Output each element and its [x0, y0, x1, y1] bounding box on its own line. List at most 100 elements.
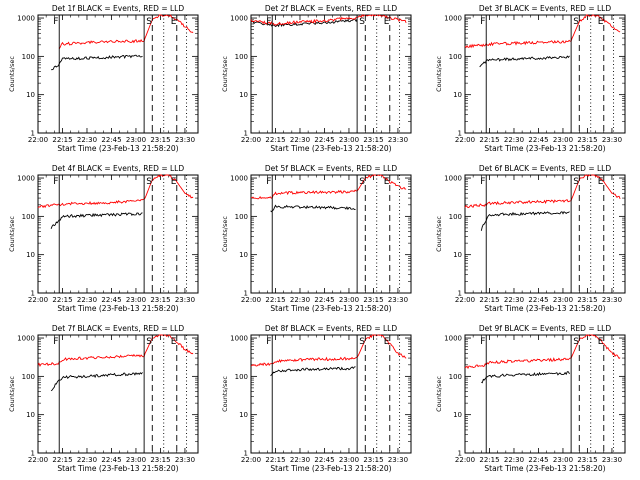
x-tick-label: 22:15: [265, 296, 285, 304]
time-marker-label: F: [480, 177, 485, 187]
x-tick-label: 22:30: [77, 456, 97, 464]
x-tick-label: 23:00: [339, 136, 359, 144]
time-marker-label: E: [384, 17, 390, 27]
x-tick-label: 23:15: [577, 296, 597, 304]
x-axis-label: Start Time (23-Feb-13 21:58:20): [270, 144, 391, 153]
series-line-lld: [464, 14, 621, 49]
y-tick-label: 100: [235, 213, 248, 221]
x-tick-label: 23:15: [363, 136, 383, 144]
y-axis-label: Counts/sec: [221, 376, 229, 412]
plot-frame: [250, 334, 412, 454]
x-tick-label: 23:00: [126, 136, 146, 144]
x-tick-label: 23:15: [577, 456, 597, 464]
series-line-events: [270, 366, 356, 377]
y-tick-label: 1000: [444, 175, 462, 183]
x-tick-label: 23:15: [150, 296, 170, 304]
x-tick-label: 23:00: [339, 456, 359, 464]
x-axis-label: Start Time (23-Feb-13 21:58:20): [57, 464, 178, 473]
time-marker-label: E: [598, 17, 604, 27]
series-line-events: [480, 211, 570, 231]
plot-frame: [464, 14, 626, 134]
chart-panel-3: Det 3f BLACK = Events, RED = LLD 1 10 100 10…: [435, 4, 626, 153]
time-marker-label: S: [573, 17, 579, 27]
x-tick-label: 22:15: [479, 456, 499, 464]
plot-frame: [37, 334, 199, 454]
plot-frame: [464, 334, 626, 454]
x-tick-label: 23:00: [553, 296, 573, 304]
x-tick-label: 22:00: [241, 296, 261, 304]
panel-title: Det 8f BLACK = Events, RED = LLD: [265, 324, 398, 333]
x-tick-label: 23:30: [602, 136, 622, 144]
x-tick-label: 23:00: [553, 136, 573, 144]
y-tick-label: 1: [244, 290, 248, 298]
time-marker-label: E: [598, 177, 604, 187]
x-tick-label: 22:45: [528, 456, 548, 464]
x-tick-label: 22:30: [504, 456, 524, 464]
series-line-events: [50, 371, 143, 392]
time-marker-label: E: [384, 337, 390, 347]
x-tick-label: 22:15: [479, 136, 499, 144]
panel-title: Det 4f BLACK = Events, RED = LLD: [52, 164, 185, 173]
x-tick-label: 23:30: [175, 296, 195, 304]
y-tick-label: 1: [458, 450, 462, 458]
x-tick-label: 22:00: [455, 296, 475, 304]
plot-frame: [250, 14, 412, 134]
y-tick-label: 100: [449, 213, 462, 221]
x-tick-label: 22:45: [101, 136, 121, 144]
x-tick-label: 22:00: [28, 456, 48, 464]
x-tick-label: 22:30: [290, 456, 310, 464]
plot-frame: [37, 14, 199, 134]
x-tick-label: 22:30: [504, 296, 524, 304]
time-marker-label: F: [480, 337, 485, 347]
y-tick-label: 100: [449, 53, 462, 61]
y-tick-label: 1: [31, 130, 35, 138]
panel-title: Det 9f BLACK = Events, RED = LLD: [479, 324, 612, 333]
series-line-lld: [464, 334, 621, 370]
x-tick-label: 22:15: [52, 296, 72, 304]
y-tick-label: 100: [235, 53, 248, 61]
time-marker-label: S: [573, 177, 579, 187]
series-line-events: [270, 204, 356, 213]
y-tick-label: 10: [239, 411, 248, 419]
x-tick-label: 23:00: [339, 296, 359, 304]
time-marker-label: E: [598, 337, 604, 347]
time-marker-label: F: [53, 17, 58, 27]
x-tick-label: 22:15: [265, 456, 285, 464]
series-line-lld: [251, 174, 407, 200]
x-tick-label: 23:15: [363, 456, 383, 464]
time-marker-label: F: [53, 177, 58, 187]
plot-frame: [250, 174, 412, 294]
y-tick-label: 1000: [17, 335, 35, 343]
x-tick-label: 22:00: [28, 136, 48, 144]
panel-title: Det 5f BLACK = Events, RED = LLD: [265, 164, 398, 173]
y-tick-label: 1000: [17, 175, 35, 183]
series-line-lld: [464, 174, 621, 209]
time-marker-label: S: [146, 17, 152, 27]
x-tick-label: 22:00: [241, 456, 261, 464]
time-marker-label: E: [384, 177, 390, 187]
y-axis-label: Counts/sec: [435, 376, 443, 412]
time-marker-label: S: [146, 337, 152, 347]
x-tick-label: 23:30: [175, 136, 195, 144]
time-marker-label: S: [359, 177, 365, 187]
x-tick-label: 23:30: [388, 296, 408, 304]
y-tick-label: 10: [26, 91, 35, 99]
y-axis-label: Counts/sec: [435, 56, 443, 92]
y-axis-label: Counts/sec: [8, 216, 16, 252]
time-marker-label: S: [359, 17, 365, 27]
series-line-lld: [37, 174, 194, 209]
x-tick-label: 22:45: [314, 456, 334, 464]
time-marker-label: S: [573, 337, 579, 347]
x-tick-label: 22:15: [52, 136, 72, 144]
time-marker-label: F: [266, 337, 271, 347]
time-marker-label: S: [359, 337, 365, 347]
plot-frame: [464, 174, 626, 294]
y-axis-label: Counts/sec: [8, 56, 16, 92]
x-tick-label: 22:45: [314, 296, 334, 304]
y-tick-label: 10: [239, 251, 248, 259]
x-axis-label: Start Time (23-Feb-13 21:58:20): [484, 464, 605, 473]
x-tick-label: 23:00: [553, 456, 573, 464]
y-tick-label: 1000: [230, 335, 248, 343]
x-axis-label: Start Time (23-Feb-13 21:58:20): [57, 304, 178, 313]
